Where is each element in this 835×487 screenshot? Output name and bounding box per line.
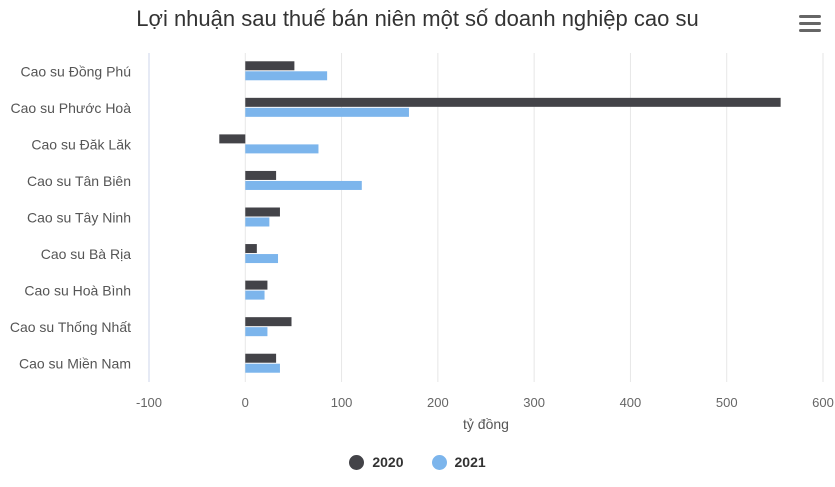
bar-2020 — [245, 317, 292, 327]
bar-2020 — [245, 207, 280, 217]
menu-line — [799, 29, 821, 32]
x-tick-label: -100 — [136, 395, 162, 410]
bar-2020 — [245, 353, 277, 363]
legend-label-2021: 2021 — [454, 454, 486, 470]
legend-item-2021[interactable]: 2021 — [431, 454, 486, 470]
legend-label-2020: 2020 — [372, 454, 404, 470]
bar-2020 — [245, 97, 781, 107]
x-tick-label: 500 — [716, 395, 738, 410]
category-label: Cao su Tân Biên — [27, 173, 131, 189]
chart-title: Lợi nhuận sau thuế bán niên một số doanh… — [136, 6, 699, 31]
legend-marker-2020 — [349, 454, 365, 470]
bar-2021 — [245, 327, 268, 337]
bar-2021 — [245, 217, 270, 227]
bar-2021 — [245, 290, 265, 300]
category-label: Cao su Tây Ninh — [27, 210, 131, 226]
bar-2021 — [245, 363, 280, 373]
menu-line — [799, 22, 821, 25]
x-tick-label: 300 — [523, 395, 545, 410]
category-label: Cao su Miền Nam — [19, 356, 131, 372]
category-label: Cao su Hoà Bình — [24, 283, 131, 299]
x-tick-label: 200 — [427, 395, 449, 410]
hamburger-menu-icon[interactable] — [799, 15, 821, 33]
x-axis-title: tỷ đồng — [463, 416, 509, 432]
bar-2020 — [245, 280, 268, 290]
bar-2021 — [245, 144, 319, 154]
bar-2021 — [245, 254, 279, 264]
legend: 2020 2021 — [0, 454, 835, 470]
bar-2020 — [245, 61, 295, 71]
bar-2021 — [245, 180, 362, 190]
category-label: Cao su Thống Nhất — [10, 319, 131, 335]
category-label: Cao su Đồng Phú — [20, 63, 131, 79]
bar-2021 — [245, 107, 409, 117]
x-tick-label: 400 — [620, 395, 642, 410]
category-label: Cao su Đăk Lăk — [31, 136, 132, 152]
legend-item-2020[interactable]: 2020 — [349, 454, 404, 470]
bar-2020 — [245, 244, 257, 254]
legend-marker-2021 — [431, 454, 447, 470]
x-tick-label: 100 — [331, 395, 353, 410]
bar-2020 — [245, 170, 277, 180]
category-label: Cao su Phước Hoà — [11, 100, 132, 116]
x-tick-label: 0 — [242, 395, 249, 410]
category-label: Cao su Bà Rịa — [41, 246, 131, 262]
x-tick-label: 600 — [812, 395, 834, 410]
bar-2021 — [245, 71, 328, 81]
menu-line — [799, 15, 821, 18]
bar-2020 — [219, 134, 246, 144]
